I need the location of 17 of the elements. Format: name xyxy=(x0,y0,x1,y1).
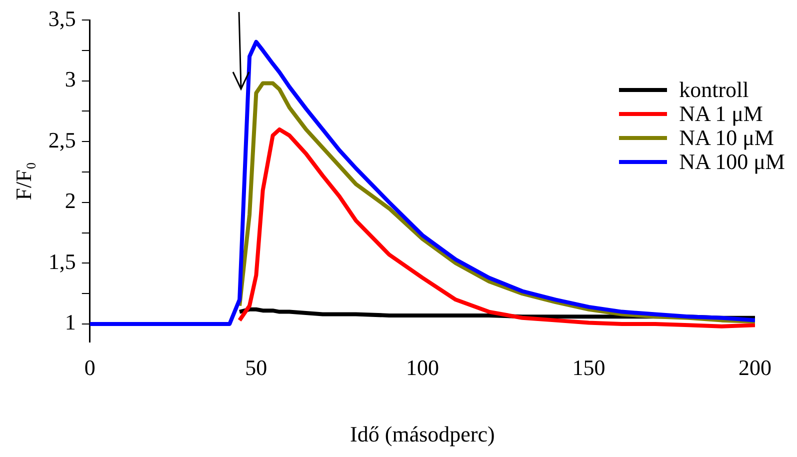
x-tick-label: 200 xyxy=(738,355,772,380)
y-tick-label: 2 xyxy=(64,188,76,214)
legend-label: NA 10 μM xyxy=(679,125,774,150)
x-tick-label: 100 xyxy=(406,355,439,380)
x-tick-label: 0 xyxy=(84,355,96,380)
y-tick-label: 1 xyxy=(64,310,76,335)
legend-label: kontroll xyxy=(679,77,749,102)
y-axis-title: F/F₀ xyxy=(10,162,36,200)
legend-label: NA 1 μM xyxy=(679,101,763,126)
y-tick-label: 3,5 xyxy=(48,6,76,31)
x-axis-title: Idő (másodperc) xyxy=(350,422,495,447)
x-tick-label: 50 xyxy=(245,355,268,380)
x-tick-label: 150 xyxy=(572,355,606,380)
legend-label: NA 100 μM xyxy=(679,149,785,174)
y-tick-label: 2,5 xyxy=(48,127,76,152)
y-tick-label: 3 xyxy=(64,66,76,92)
y-tick-label: 1,5 xyxy=(48,248,76,274)
